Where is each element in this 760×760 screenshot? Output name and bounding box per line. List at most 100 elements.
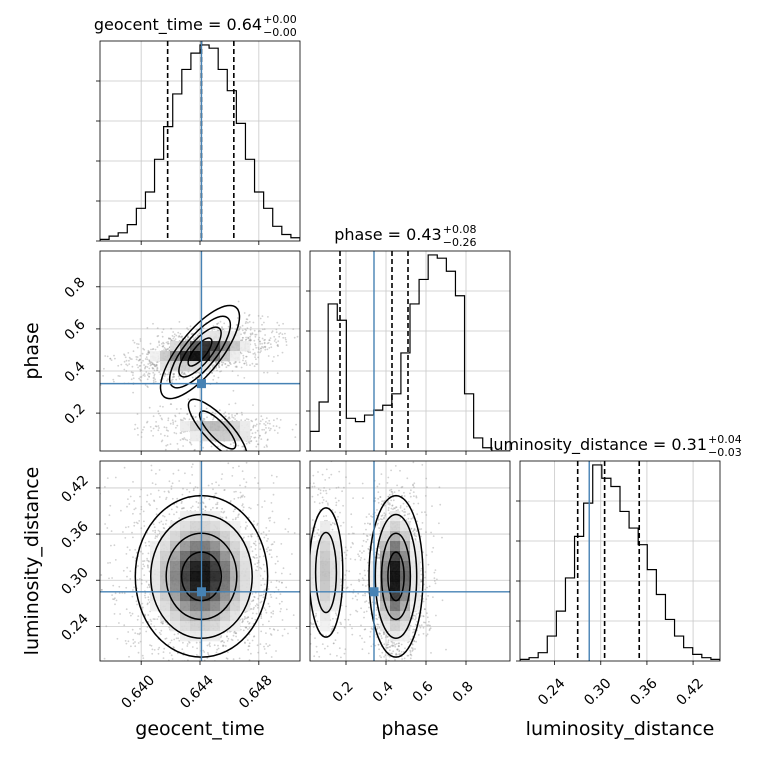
sample-point xyxy=(139,640,142,643)
sample-point xyxy=(304,432,306,434)
sample-point xyxy=(249,328,252,331)
density-cell xyxy=(190,571,201,582)
sample-point xyxy=(216,369,218,372)
sample-point xyxy=(195,415,197,418)
sample-point xyxy=(252,348,255,351)
sample-point xyxy=(158,427,160,429)
sample-point xyxy=(217,667,219,669)
sample-point xyxy=(146,420,149,423)
sample-point xyxy=(145,580,148,583)
sample-point xyxy=(191,332,194,335)
sample-point xyxy=(207,484,210,487)
sample-point xyxy=(134,641,136,643)
sample-point xyxy=(226,449,228,451)
density-cell xyxy=(190,341,201,352)
sample-point xyxy=(256,664,258,666)
sample-point xyxy=(160,417,163,420)
sample-point xyxy=(217,647,220,650)
sample-point xyxy=(152,377,155,379)
sample-point xyxy=(228,416,231,419)
sample-point xyxy=(198,332,201,335)
sample-point xyxy=(277,345,279,348)
sample-point xyxy=(254,333,257,336)
sample-point xyxy=(231,475,234,477)
panel-title-text: geocent_time = 0.64 xyxy=(94,15,262,35)
sample-point xyxy=(220,478,223,480)
sample-point xyxy=(157,489,160,492)
sample-point xyxy=(131,612,134,615)
sample-point xyxy=(354,668,356,670)
sample-point xyxy=(158,371,161,374)
sample-point xyxy=(220,444,222,447)
sample-point xyxy=(262,623,264,626)
sample-point xyxy=(257,330,260,333)
sample-point xyxy=(213,375,216,377)
sample-point xyxy=(173,646,175,649)
sample-point xyxy=(241,324,244,327)
sample-point xyxy=(203,418,206,420)
sample-point xyxy=(269,427,272,430)
sample-point xyxy=(241,504,244,507)
sample-point xyxy=(235,361,237,363)
hist-geocent_time-grid xyxy=(100,41,300,241)
sample-point xyxy=(179,332,182,335)
sample-point xyxy=(222,328,225,331)
density-cell xyxy=(150,541,161,552)
sample-point xyxy=(107,562,109,564)
sample-point xyxy=(190,333,193,335)
sample-point xyxy=(188,641,191,644)
sample-point xyxy=(163,426,166,429)
sample-point xyxy=(235,741,237,743)
sample-point xyxy=(334,612,337,615)
sample-point xyxy=(377,501,380,504)
sample-point xyxy=(195,654,198,656)
sample-point xyxy=(180,502,183,504)
sample-point xyxy=(154,365,156,368)
sample-point xyxy=(209,645,211,648)
luminosity_distance_vs_geocent_time-frame xyxy=(99,460,301,662)
sample-point xyxy=(140,579,143,581)
sample-point xyxy=(245,355,248,358)
sample-point xyxy=(273,356,275,358)
sample-point xyxy=(141,552,144,555)
sample-point xyxy=(378,453,380,455)
sample-point xyxy=(151,363,154,366)
sample-point xyxy=(403,508,406,511)
sample-point xyxy=(167,373,170,375)
sample-point xyxy=(106,527,109,529)
sample-point xyxy=(148,375,151,378)
sample-point xyxy=(144,367,146,370)
sample-point xyxy=(293,532,296,534)
sample-point xyxy=(242,354,245,357)
density-cell xyxy=(150,581,161,592)
sample-point xyxy=(112,598,114,600)
sample-point xyxy=(155,421,158,423)
sample-point xyxy=(257,561,260,564)
sample-point xyxy=(259,643,262,645)
sample-point xyxy=(260,532,263,535)
sample-point xyxy=(188,674,190,676)
density-cell xyxy=(190,581,201,592)
sample-point xyxy=(148,702,150,704)
sample-point xyxy=(153,377,156,379)
sample-point xyxy=(194,416,197,419)
sample-point xyxy=(180,336,183,339)
title-upper-error: +0.08 xyxy=(443,223,477,236)
sample-point xyxy=(195,329,198,331)
sample-point xyxy=(267,645,269,648)
sample-point xyxy=(258,542,261,545)
sample-point xyxy=(138,359,141,362)
sample-point xyxy=(123,353,125,356)
sample-point xyxy=(141,352,144,355)
sample-point xyxy=(258,437,260,439)
sample-point xyxy=(156,618,159,621)
sample-point xyxy=(263,452,265,454)
sample-point xyxy=(246,418,248,420)
density-cell xyxy=(160,611,171,622)
sample-point xyxy=(139,368,142,371)
histogram-luminosity_distance xyxy=(520,464,720,661)
sample-point xyxy=(203,496,206,499)
sample-point xyxy=(163,490,166,493)
sample-point xyxy=(266,342,269,345)
density-cell xyxy=(220,621,231,632)
